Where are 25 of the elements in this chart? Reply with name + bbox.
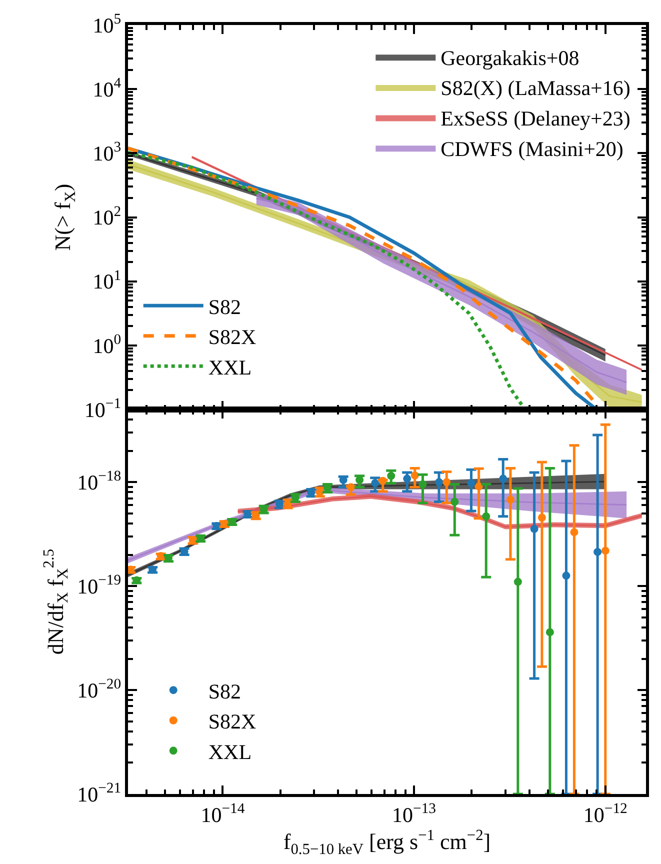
y-tick-label: 10$^{0}$	[92, 332, 122, 358]
x-tick-label: 10$^{−12}$	[583, 801, 628, 827]
y-tick-label: 10$^{−20}$	[77, 676, 122, 702]
y-tick-label: 10$^{−19}$	[77, 572, 122, 598]
x-axis-title: f$_{0.5−10 keV}$ [erg s$^{−1}$ cm$^{−2}$]	[283, 826, 491, 858]
legend-label: CDWFS (Masini+20)	[440, 136, 624, 161]
x-tick-label: 10$^{−14}$	[200, 801, 246, 827]
y-tick-label: 10$^{4}$	[92, 76, 122, 102]
y-tick-label: 10$^{1}$	[92, 268, 122, 294]
legend-label: ExSeSS (Delaney+23)	[440, 106, 630, 130]
legend-label: XXL	[208, 355, 252, 380]
legend-label: S82	[208, 679, 242, 704]
legend-label: Georgakakis+08	[440, 46, 580, 70]
legend-label: S82	[208, 294, 242, 319]
legend-label: XXL	[208, 740, 252, 764]
legend-label: S82X	[208, 710, 256, 734]
y-tick-label: 10$^{−1}$	[84, 396, 122, 422]
legend-label: S82(X) (LaMassa+16)	[440, 76, 630, 100]
y-tick-label: 10$^{−18}$	[77, 468, 122, 495]
y-tick-label: 10$^{5}$	[92, 12, 122, 38]
y-tick-label: 10$^{2}$	[92, 204, 122, 230]
y-tick-label: 10$^{3}$	[92, 140, 122, 166]
y-tick-label: 10$^{−21}$	[77, 780, 122, 806]
legend-label: S82X	[208, 325, 256, 350]
x-tick-label: 10$^{−13}$	[392, 801, 436, 827]
